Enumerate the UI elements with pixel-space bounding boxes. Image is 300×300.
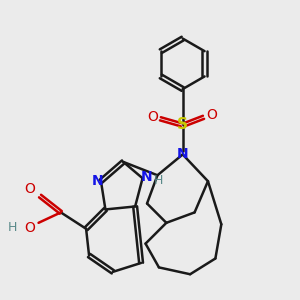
Text: O: O <box>24 221 35 235</box>
Text: H: H <box>153 174 163 187</box>
Text: O: O <box>206 108 217 122</box>
Text: O: O <box>148 110 158 124</box>
Text: H: H <box>8 221 17 234</box>
Text: N: N <box>177 148 188 161</box>
Text: O: O <box>24 182 35 196</box>
Text: N: N <box>141 170 153 184</box>
Text: N: N <box>92 174 103 188</box>
Text: S: S <box>177 117 188 132</box>
